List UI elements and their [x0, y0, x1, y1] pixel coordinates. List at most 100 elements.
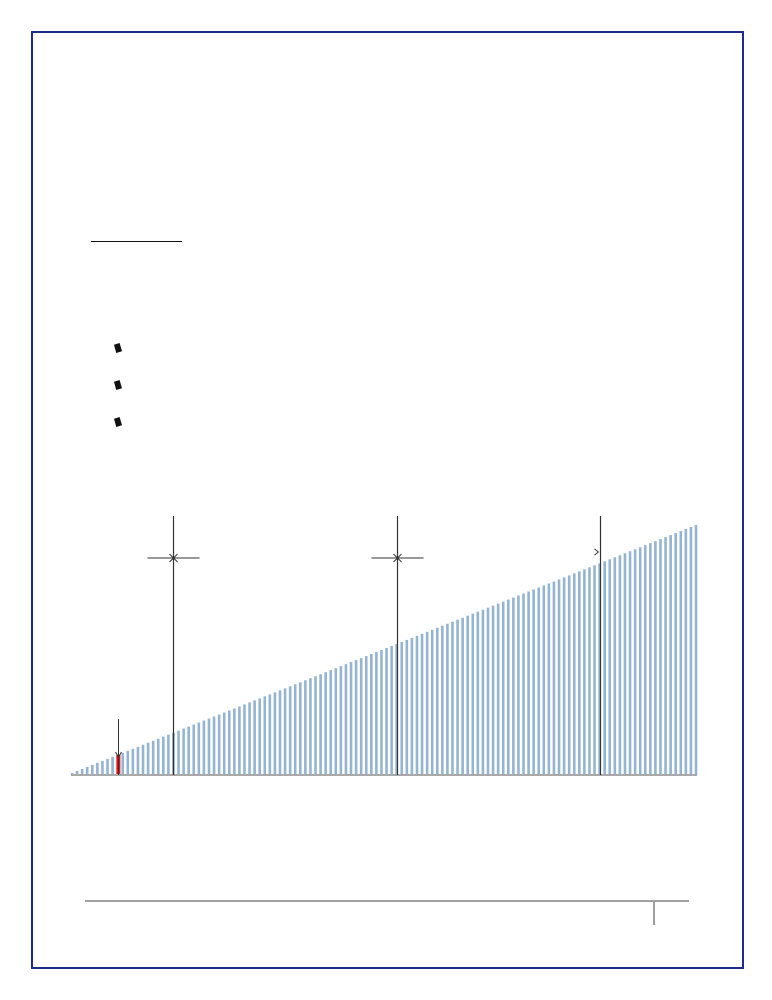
bar	[126, 750, 130, 775]
bar	[613, 557, 617, 775]
bar	[532, 589, 535, 775]
bar	[623, 553, 627, 775]
bar	[278, 690, 282, 775]
bar	[131, 748, 135, 775]
bar	[593, 565, 596, 775]
bar	[435, 627, 439, 775]
bar	[375, 652, 378, 775]
bar	[522, 593, 525, 775]
bar	[111, 756, 114, 775]
bar	[101, 760, 104, 775]
page-frame	[31, 31, 744, 969]
bar	[461, 617, 464, 775]
bar	[496, 603, 500, 775]
bar	[85, 766, 89, 775]
bar	[238, 706, 241, 775]
marker-arrow-left	[115, 751, 119, 758]
bar	[283, 688, 287, 775]
bar	[106, 758, 109, 775]
bar	[476, 611, 480, 775]
bar	[430, 629, 434, 775]
marker-chevron-a	[594, 548, 599, 553]
bar	[314, 676, 317, 775]
bar	[552, 581, 556, 775]
bar	[491, 605, 495, 775]
bar	[446, 623, 449, 775]
footer-rule	[85, 900, 689, 902]
bar	[603, 561, 606, 775]
bar	[293, 684, 297, 775]
bar	[466, 615, 470, 775]
bar	[167, 734, 170, 775]
bar	[288, 686, 292, 775]
bar	[243, 704, 246, 775]
bar	[370, 654, 373, 775]
bar	[598, 563, 601, 775]
bullet-icon	[114, 417, 122, 427]
bar	[674, 533, 678, 775]
bar	[263, 696, 267, 775]
bar	[75, 770, 79, 775]
bar	[400, 641, 404, 775]
bar	[197, 722, 201, 775]
markers-group	[115, 516, 602, 775]
bar	[654, 541, 657, 775]
bar	[557, 579, 561, 775]
bar	[96, 762, 99, 775]
bar	[659, 539, 662, 775]
bar	[578, 571, 581, 775]
bar	[339, 666, 343, 775]
bar	[517, 595, 520, 775]
bar	[253, 700, 256, 775]
bar	[222, 712, 226, 775]
bar	[162, 736, 165, 775]
bar	[385, 647, 388, 775]
bar	[334, 668, 338, 775]
bar	[187, 726, 190, 775]
bar	[572, 573, 576, 775]
bar	[643, 545, 647, 775]
bar	[547, 583, 551, 775]
bar	[537, 587, 541, 775]
bar	[684, 529, 688, 775]
bar	[567, 575, 571, 775]
bar	[298, 682, 302, 775]
bar	[633, 549, 637, 775]
bar	[694, 525, 698, 775]
bar	[608, 559, 612, 775]
bar	[486, 607, 490, 775]
bars-group	[70, 525, 698, 775]
bar	[506, 599, 510, 775]
bar	[141, 744, 145, 775]
footer-tick	[653, 902, 655, 925]
bar	[628, 551, 632, 775]
bar	[90, 764, 94, 775]
bar	[304, 680, 307, 775]
bar	[405, 639, 409, 775]
bar	[425, 631, 429, 775]
bar	[456, 619, 459, 775]
bar	[212, 716, 216, 775]
bar	[679, 531, 683, 775]
bar	[233, 708, 236, 775]
bar	[136, 746, 140, 775]
bar	[329, 670, 333, 775]
bar	[638, 547, 642, 775]
bar	[583, 569, 586, 775]
bar	[359, 658, 363, 775]
bar	[410, 637, 414, 775]
bar	[512, 597, 515, 775]
bar	[562, 577, 566, 775]
bar	[146, 742, 150, 775]
bar	[354, 660, 358, 775]
bar	[202, 720, 206, 775]
bar	[380, 650, 383, 775]
bar	[390, 645, 393, 775]
bar	[248, 702, 251, 775]
bar	[441, 625, 444, 775]
bar	[182, 728, 185, 775]
bar	[217, 714, 221, 775]
bar	[207, 718, 211, 775]
bar	[527, 591, 530, 775]
